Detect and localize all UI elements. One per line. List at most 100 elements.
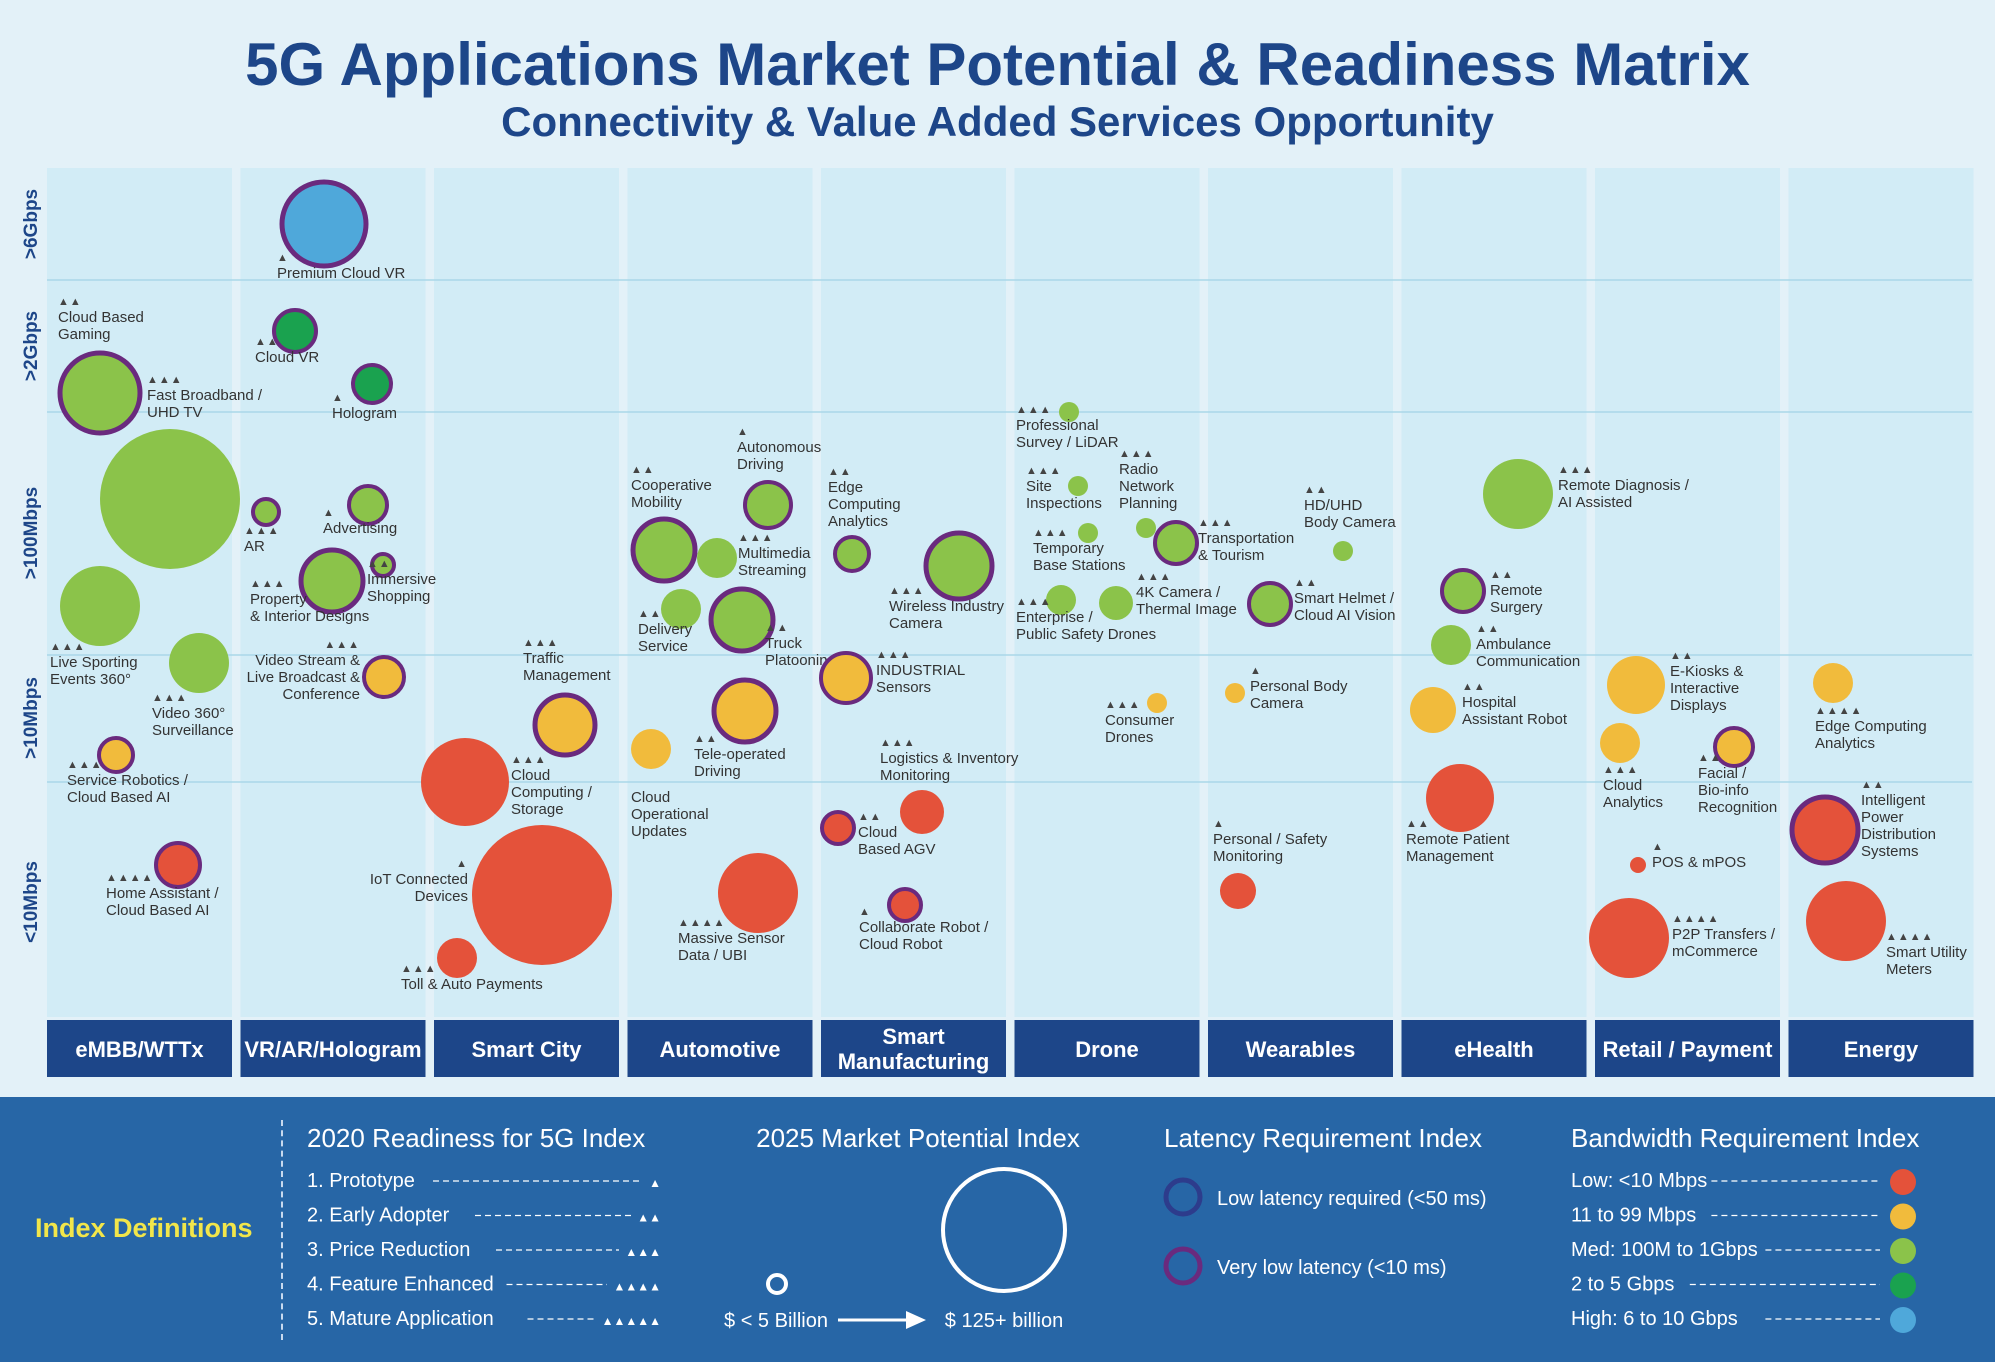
readiness-triangles: ▲▲▲ [1026,465,1062,477]
bubble [1099,586,1133,620]
readiness-triangles: ▲▲ [1670,650,1694,662]
bubble [743,480,793,530]
bubble-label: Drones [1105,729,1153,746]
bubble-label: Platooning [765,652,836,669]
bubble [1440,568,1486,614]
bubble-label: Personal Body [1250,678,1348,695]
bubble-label: UHD TV [147,404,203,421]
readiness-triangles: ▲▲▲ [1119,448,1155,460]
readiness-triangles: ▲▲▲ [1016,404,1052,416]
readiness-triangles: ▲▲▲ [324,639,360,651]
category-bar [821,1020,1006,1077]
bubble-label: Communication [1476,653,1580,670]
bubble-label: mCommerce [1672,943,1758,960]
bubble [819,651,873,705]
bubble-label: Base Stations [1033,557,1126,574]
bubble-label: Body Camera [1304,514,1396,531]
bubble-label: Distribution [1861,826,1936,843]
bubble-label: Multimedia [738,545,811,562]
bubble [1333,541,1353,561]
bubble [900,790,944,834]
bubble [1607,656,1665,714]
readiness-triangles: ▲▲▲▲ [678,917,726,929]
bubble-label: Facial / [1698,765,1747,782]
bubble [1410,687,1456,733]
readiness-triangles: ▲▲ [1861,779,1885,791]
bubble [1630,857,1646,873]
readiness-triangles: ▲ [332,392,344,404]
category-bar [240,1020,426,1077]
bubble-label: Live Broadcast & [247,669,360,686]
readiness-triangles: ▲▲ [1294,577,1318,589]
bubble [251,497,281,527]
bubble [1059,402,1079,422]
bubble-label: Video Stream & [255,652,360,669]
bubble-label: Edge Computing [1815,718,1927,735]
bubble [351,363,393,405]
bubble [472,825,612,965]
bubble-label: Management [1406,848,1494,865]
bubble [708,586,776,654]
matrix-chart: >6Gbps >2Gbps >100Mbps >10Mbps <10Mbps eMBB/W… [21,168,1974,1077]
category-label: Wearables [1246,1037,1356,1062]
bubble [97,736,135,774]
bubble [1247,581,1293,627]
bubble-label: Intelligent [1861,792,1926,809]
bubble [820,810,856,846]
readiness-triangles: ▲ [323,507,335,519]
bubble [60,566,140,646]
readiness-triangles: ▲▲▲ [50,641,86,653]
bubble-label: IoT Connected [370,871,468,888]
readiness-triangles: ▲▲▲▲ [106,872,154,884]
bubble [1153,520,1199,566]
bubble-label: Monitoring [880,767,950,784]
bubble-label: Edge [828,479,863,496]
bubble-label: Analytics [828,513,888,530]
category-label: Retail / Payment [1603,1037,1774,1062]
category-label: Automotive [660,1037,781,1062]
bubble-label: Logistics & Inventory [880,750,1019,767]
y-band-label: <10Mbps [21,861,42,943]
bubble-label: Transportation [1198,530,1294,547]
index-definitions-label: Index Definitions [35,1213,253,1243]
bubble-label: Professional [1016,417,1099,434]
bubble-label: Gaming [58,326,111,343]
bubble [923,530,995,602]
bubble-label: E-Kiosks & [1670,663,1743,680]
category-label: VR/AR/Hologram [244,1037,421,1062]
column-bg [1595,168,1780,1017]
readiness-triangles: ▲▲ [1476,623,1500,635]
bubble [1225,683,1245,703]
readiness-triangles: ▲▲▲ [1105,699,1141,711]
bubble-label: Remote Patient [1406,831,1510,848]
readiness-triangles: ▲▲▲ [511,754,547,766]
bubble-label: Immersive [367,571,436,588]
bubble-label: Events 360° [50,671,131,688]
readiness-triangles: ▲ [1213,818,1225,830]
bubble-label: Hologram [332,405,397,422]
bubble [437,938,477,978]
bubble [1600,723,1640,763]
bubble-label: Updates [631,823,687,840]
bubble [154,841,202,889]
bubble-label: Remote [1490,582,1543,599]
bubble-label: Management [523,667,611,684]
bubble-label: Ambulance [1476,636,1551,653]
column-bg [1788,168,1974,1017]
bubble-label: Personal / Safety [1213,831,1328,848]
bubble-label: P2P Transfers / [1672,926,1776,943]
legend-panel [0,1097,1995,1362]
bubble-label: Massive Sensor [678,930,785,947]
bubble-label: Camera [1250,695,1304,712]
bubble-label: Service [638,638,688,655]
bubble-label: Shopping [367,588,430,605]
readiness-triangles: ▲▲▲ [876,649,912,661]
category-bar [1208,1020,1393,1077]
bubble-label: Cloud Based AI [106,902,209,919]
readiness-triangles: ▲▲▲▲ [1672,913,1720,925]
category-bar [1401,1020,1587,1077]
bubble [1078,523,1098,543]
bubble-label: Consumer [1105,712,1174,729]
bubble [697,538,737,578]
